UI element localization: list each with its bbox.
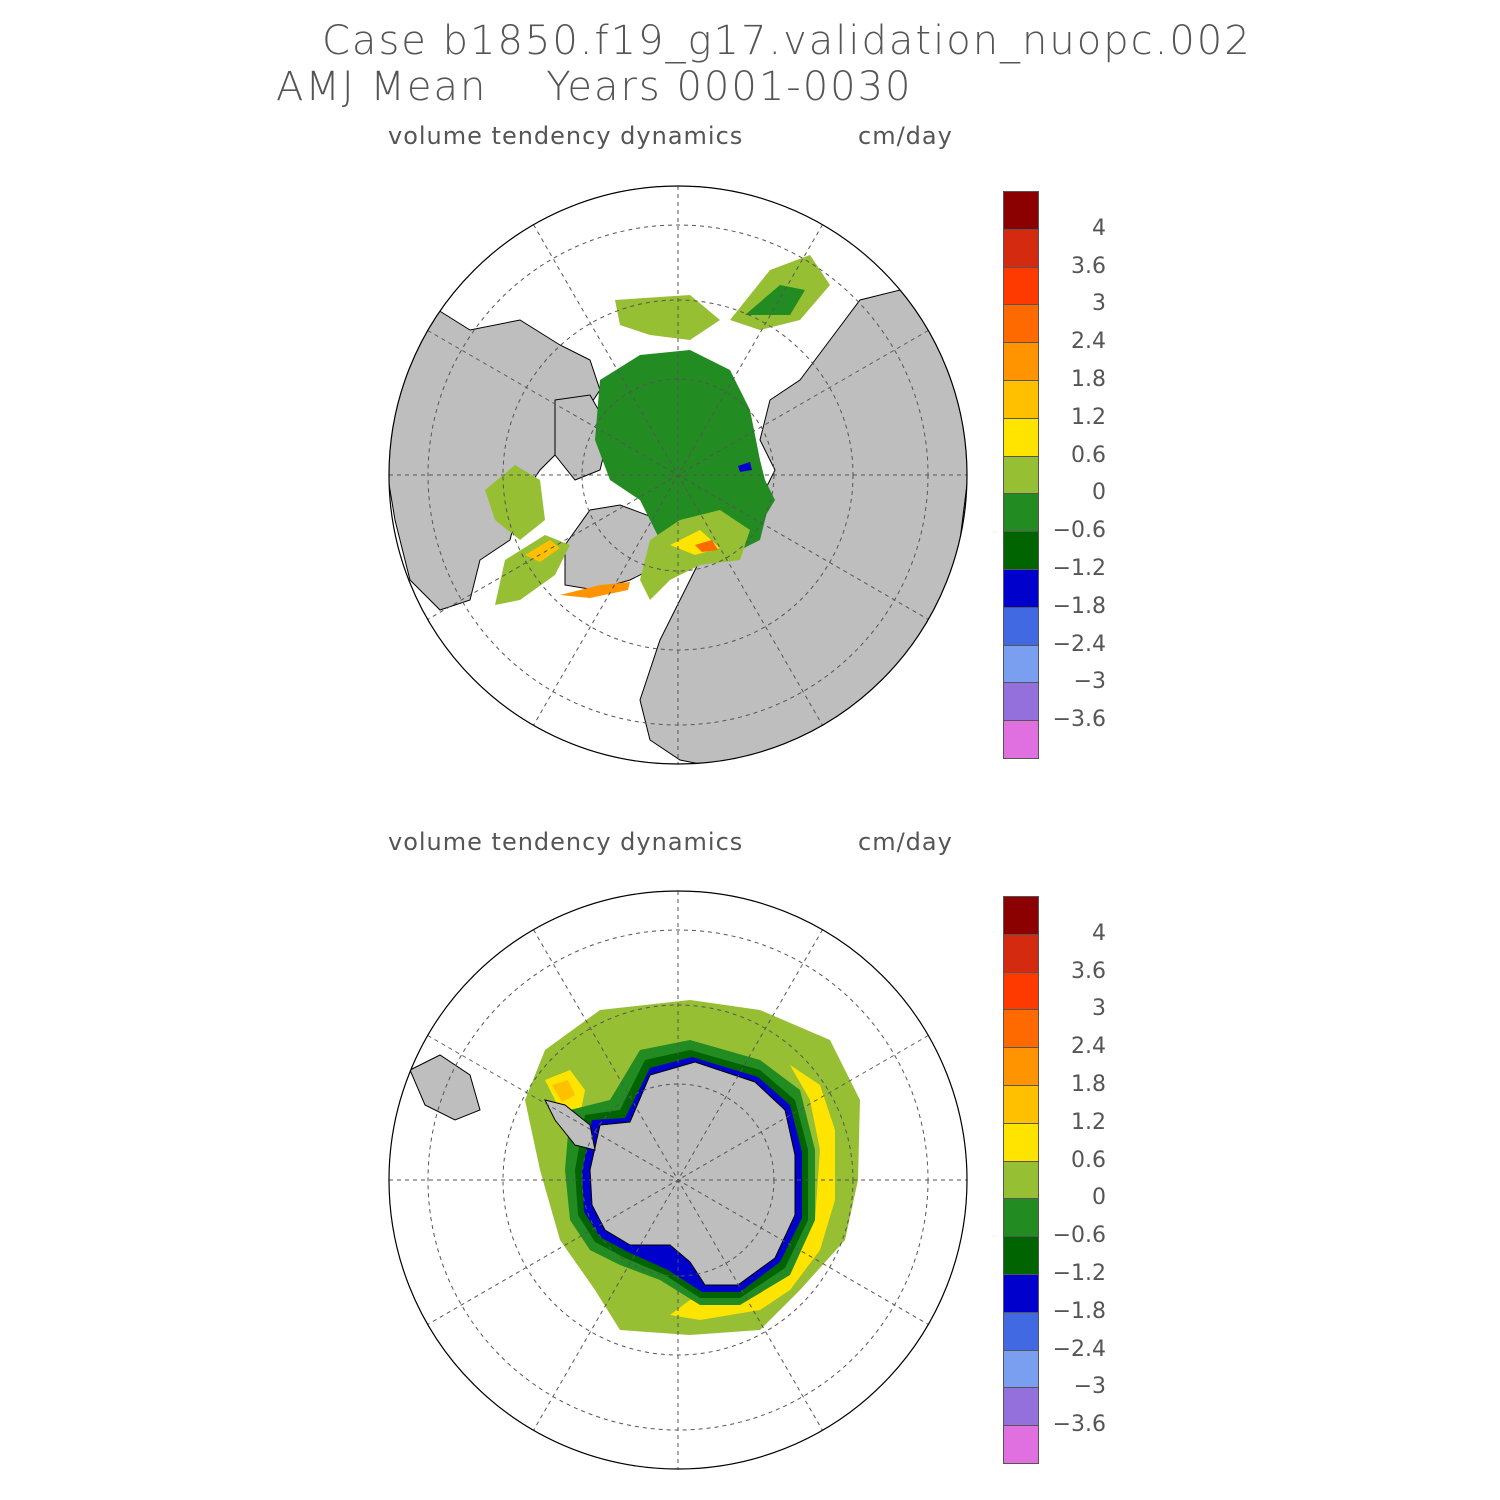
arctic-ice-base: [595, 350, 770, 560]
colorbar-tick-label: −3.6: [1052, 1412, 1106, 1438]
colorbar-tick-label: 3.6: [1071, 958, 1106, 984]
colorbar-tick-label: −0.6: [1052, 1223, 1106, 1249]
antarctic-warm-east: [670, 1065, 835, 1320]
colorbar-swatch: [1004, 1048, 1038, 1086]
colorbar-swatch: [1004, 1199, 1038, 1238]
colorbar-tick-label: −1.2: [1052, 1261, 1106, 1286]
colorbar-swatch: [1004, 897, 1038, 935]
colorbar-swatch: [1004, 267, 1038, 306]
colorbar-swatch: [1004, 1312, 1038, 1351]
colorbar-tick-label: −2.4: [1052, 1336, 1106, 1362]
colorbar-tick-label: −1.2: [1052, 556, 1106, 581]
colorbar-tick-label: 4: [1092, 920, 1106, 946]
kara-blue: [738, 462, 752, 472]
colorbar-swatch: [1004, 1350, 1038, 1389]
colorbar-swatch: [1004, 418, 1038, 457]
colorbar-tick-label: 0: [1092, 1185, 1106, 1211]
colorbar-swatch: [1004, 305, 1038, 344]
south-america-land: [409, 1054, 481, 1121]
colorbar-tick-label: −3: [1073, 669, 1106, 695]
arctic-ice-light: [615, 295, 720, 340]
colorbar-swatch: [1004, 1426, 1038, 1463]
colorbar-tick-label: 2.4: [1071, 329, 1106, 355]
period-title: AMJ Mean Years 0001-0030: [276, 64, 913, 110]
bering-ice-dark: [745, 285, 805, 315]
greenland-south-warm: [560, 582, 630, 598]
south-graticule: [389, 891, 967, 1469]
colorbar-tick-label: 3.6: [1071, 253, 1106, 279]
colorbar-swatch: [1004, 192, 1038, 230]
colorbar-tick-label: −3.6: [1052, 707, 1106, 733]
colorbar-tick-label: −1.8: [1052, 1298, 1106, 1324]
colorbar-swatch: [1004, 494, 1038, 533]
greenland-east-hot: [695, 540, 718, 552]
case-title: Case b1850.f19_g17.validation_nuopc.002: [322, 18, 1252, 64]
colorbar-tick-label: −0.6: [1052, 518, 1106, 544]
colorbar-tick-label: 0.6: [1071, 1147, 1106, 1173]
colorbar-tick-label: −1.8: [1052, 593, 1106, 619]
colorbar-swatch: [1004, 456, 1038, 495]
colorbar-swatch: [1004, 569, 1038, 608]
colorbar-tick-label: 2.4: [1071, 1034, 1106, 1060]
north-units-title: cm/day: [858, 122, 953, 150]
south-colorbar: [1003, 896, 1039, 1464]
colorbar-tick-label: 1.2: [1071, 404, 1106, 430]
hudson-ice: [485, 465, 545, 540]
colorbar-tick-label: 1.2: [1071, 1109, 1106, 1135]
colorbar-tick-label: 4: [1092, 215, 1106, 241]
colorbar-swatch: [1004, 1123, 1038, 1162]
antarctic-peninsula-land: [544, 1099, 596, 1151]
colorbar-swatch: [1004, 645, 1038, 684]
colorbar-swatch: [1004, 607, 1038, 646]
colorbar-swatch: [1004, 1085, 1038, 1124]
colorbar-tick-label: 1.8: [1071, 1072, 1106, 1097]
south-units-title: cm/day: [858, 828, 953, 856]
south-map-border: [388, 890, 968, 1470]
colorbar-tick-label: 3: [1092, 291, 1106, 317]
colorbar-tick-label: 3: [1092, 996, 1106, 1022]
colorbar-swatch: [1004, 972, 1038, 1011]
colorbar-tick-label: 0: [1092, 480, 1106, 506]
colorbar-tick-label: −2.4: [1052, 631, 1106, 657]
antarctica-land: [589, 1061, 796, 1286]
colorbar-swatch: [1004, 1161, 1038, 1200]
colorbar-swatch: [1004, 343, 1038, 381]
north-map-border: [388, 185, 968, 765]
arctic-islands-land: [554, 394, 611, 481]
colorbar-swatch: [1004, 683, 1038, 722]
south-variable-title: volume tendency dynamics: [388, 828, 744, 856]
colorbar-swatch: [1004, 721, 1038, 758]
antarctic-warm-peninsula-core: [552, 1080, 575, 1102]
colorbar-swatch: [1004, 1010, 1038, 1049]
labrador-ice-warm: [525, 540, 560, 562]
colorbar-tick-label: −3: [1073, 1374, 1106, 1400]
colorbar-swatch: [1004, 380, 1038, 419]
colorbar-tick-label: 0.6: [1071, 442, 1106, 468]
north-graticule: [389, 186, 967, 764]
colorbar-swatch: [1004, 1274, 1038, 1313]
colorbar-swatch: [1004, 1237, 1038, 1275]
colorbar-swatch: [1004, 1388, 1038, 1427]
colorbar-swatch: [1004, 229, 1038, 268]
colorbar-swatch: [1004, 934, 1038, 973]
north-colorbar: [1003, 191, 1039, 759]
colorbar-swatch: [1004, 532, 1038, 570]
north-variable-title: volume tendency dynamics: [388, 122, 744, 150]
barents-ice: [720, 470, 775, 525]
north-america-land: [389, 304, 601, 611]
colorbar-tick-label: 1.8: [1071, 367, 1106, 392]
